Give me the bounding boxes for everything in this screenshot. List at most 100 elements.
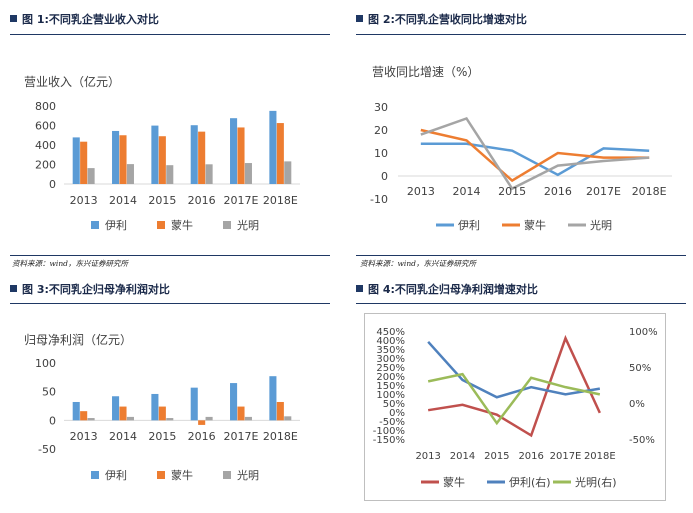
y-tick-label: -10 (370, 193, 388, 206)
series-line-s0 (427, 334, 601, 438)
x-tick-label: 2016 (518, 451, 543, 462)
bar-2013-s0 (72, 401, 80, 421)
y-tick-label: 400% (376, 336, 405, 347)
bar-2017e-s1 (237, 406, 245, 421)
y-tick-label: 300% (376, 354, 405, 365)
bar-2013-s2 (87, 418, 95, 421)
y-tick-label: 350% (376, 345, 405, 356)
y2-tick-label: 50% (629, 363, 651, 374)
bar-2016-s1 (198, 131, 206, 184)
bar-2016-s2 (205, 416, 213, 421)
y-tick-label: 200% (376, 372, 405, 383)
y-tick-label: 400 (35, 139, 56, 152)
y-tick-label: 10 (374, 147, 388, 160)
bar-2017e-s0 (230, 383, 238, 421)
figure-4-title-text: 图 4:不同乳企归母净利润增速对比 (368, 283, 538, 296)
x-tick-label: 2014 (109, 194, 137, 207)
x-tick-label: 2018E (632, 185, 667, 198)
legend-swatch-0 (91, 471, 99, 479)
bar-2017e-s2 (244, 416, 252, 421)
figure-marker-icon (10, 15, 17, 22)
x-tick-label: 2017E (224, 430, 259, 443)
figure-3-top-rule (10, 303, 330, 304)
figure-marker-icon (356, 15, 363, 22)
x-tick-label: 2015 (148, 430, 176, 443)
y-tick-label: 600 (35, 120, 56, 133)
figure-4-title: 图 4:不同乳企归母净利润增速对比 (356, 281, 538, 297)
x-tick-label: 2015 (498, 185, 526, 198)
chart-svg-0: 营业收入（亿元） 0 200 400 600 800 2013 2014 2015 2016 201… (24, 74, 300, 232)
chart-title: 营业收入（亿元） (24, 74, 120, 89)
x-tick-label: 2013 (70, 194, 98, 207)
legend-label-2: 光明 (237, 218, 259, 232)
y-tick-label: 450% (376, 327, 405, 338)
legend-swatch-1 (157, 221, 165, 229)
bar-2013-s0 (72, 137, 80, 184)
x-tick-label: 2018E (263, 430, 298, 443)
legend-label-1: 蒙牛 (171, 468, 193, 482)
legend-swatch-2 (223, 471, 231, 479)
bar-2018e-s1 (276, 401, 284, 421)
series-line-s2 (420, 116, 650, 191)
y-tick-label: -150% (373, 435, 405, 446)
bar-2017e-s0 (230, 118, 238, 184)
legend-label-0: 伊利 (458, 219, 480, 232)
figure-4-chart: -150% -100% -50% 0% 50% 100% 150% 200% 250% 300% 3… (364, 313, 666, 501)
series-line-s1 (427, 340, 601, 399)
bar-2014-s1 (119, 135, 127, 184)
y-tick-label: 50% (383, 399, 405, 410)
series-line-s0 (420, 142, 650, 177)
figure-1-chart: 营业收入（亿元） 0 200 400 600 800 2013 2014 2015 2016 201… (18, 62, 328, 242)
figure-1-bottom-rule (10, 255, 330, 256)
x-tick-label: 2013 (407, 185, 435, 198)
figure-4-top-rule (356, 303, 686, 304)
bar-2016-s1 (198, 420, 206, 425)
figure-2-chart: 营收同比增速（%） -10 0 10 20 30 2013 2014 2015 2016 2017E… (360, 62, 682, 242)
series-line-s2 (427, 372, 601, 426)
x-tick-label: 2014 (109, 430, 137, 443)
legend-label-0: 伊利 (105, 469, 127, 482)
bar-2013-s2 (87, 168, 95, 184)
figure-1-top-rule (10, 34, 330, 35)
bar-2014-s0 (112, 396, 120, 421)
figure-2-title-text: 图 2:不同乳企营收同比增速对比 (368, 13, 527, 26)
bar-2016-s0 (190, 125, 198, 184)
bar-2014-s1 (119, 406, 127, 421)
figure-2-top-rule (356, 34, 686, 35)
chart-svg-2: 归母净利润（亿元） -50 0 50 100 2013 2014 2015 2016 2017E 2… (24, 332, 300, 482)
x-tick-label: 2013 (415, 451, 440, 462)
bar-2014-s0 (112, 130, 120, 184)
figure-1-title-text: 图 1:不同乳企营业收入对比 (22, 13, 159, 26)
figure-2-source: 资料来源：wind，东兴证券研究所 (360, 259, 476, 268)
y-tick-label: -100% (373, 426, 405, 437)
y-tick-label: -50% (379, 417, 405, 428)
legend-label-1: 蒙牛 (524, 218, 546, 232)
figure-marker-icon (10, 285, 17, 292)
bar-2013-s1 (80, 141, 88, 184)
x-tick-label: 2015 (148, 194, 176, 207)
chart-svg-3: -150%-100%-50%0%50%100%150%200%250%300%3… (373, 327, 658, 489)
figure-1-source: 资料来源：wind，东兴证券研究所 (12, 259, 128, 268)
figure-3-title: 图 3:不同乳企归母净利润对比 (10, 281, 170, 297)
bar-2014-s2 (126, 416, 134, 421)
chart-svg-1: 营收同比增速（%） -10 0 10 20 30 2013 2014 2015 2016 2017E… (370, 65, 672, 232)
y-tick-label: 200 (35, 159, 56, 172)
bar-2018e-s0 (269, 376, 277, 421)
legend-label-2: 光明(右) (575, 475, 617, 489)
bar-2015-s2 (166, 418, 174, 421)
bar-2018e-s2 (284, 161, 292, 184)
bar-2018e-s2 (284, 416, 292, 421)
x-tick-label: 2013 (70, 430, 98, 443)
figure-marker-icon (356, 285, 363, 292)
y-tick-label: 30 (374, 101, 388, 114)
y-tick-label: 50 (42, 386, 56, 399)
y2-tick-label: 0% (629, 399, 645, 410)
bar-2016-s0 (190, 387, 198, 421)
y-tick-label: 0 (49, 178, 56, 191)
y2-tick-label: -50% (629, 435, 655, 446)
y-tick-label: 100% (376, 390, 405, 401)
bar-2015-s0 (151, 125, 159, 184)
bar-2015-s0 (151, 393, 159, 421)
legend-label-1: 伊利(右) (509, 475, 551, 489)
bar-2018e-s1 (276, 123, 284, 184)
